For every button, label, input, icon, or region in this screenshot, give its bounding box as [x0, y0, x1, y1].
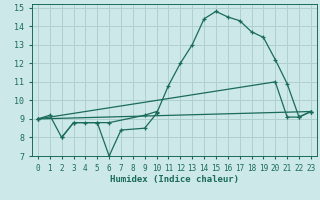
- X-axis label: Humidex (Indice chaleur): Humidex (Indice chaleur): [110, 175, 239, 184]
